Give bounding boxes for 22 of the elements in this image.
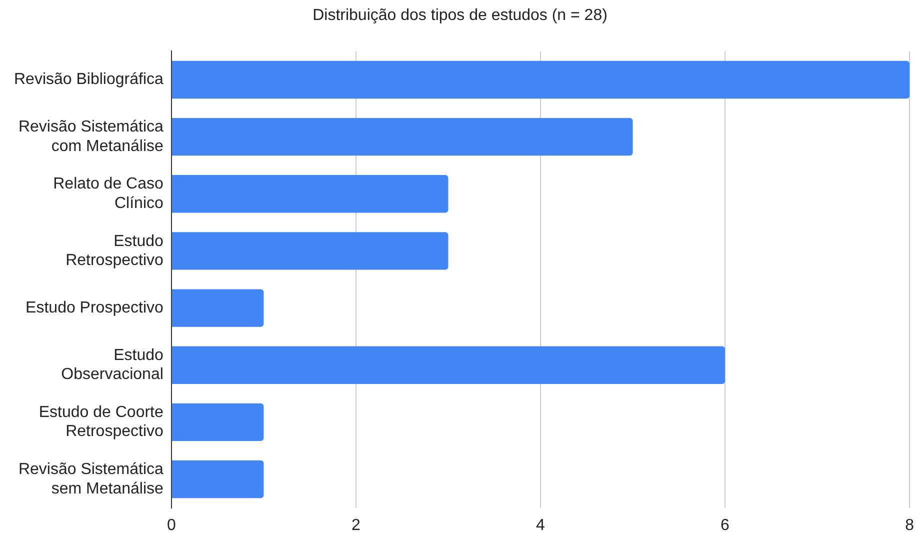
y-tick-label: Revisão Bibliográfica bbox=[14, 71, 164, 88]
bar bbox=[172, 460, 264, 498]
y-tick-label: Estudo Observacional bbox=[61, 346, 164, 384]
x-tick-label: 6 bbox=[720, 516, 730, 534]
chart-title: Distribuição dos tipos de estudos (n = 28) bbox=[312, 7, 608, 24]
y-tick-label: Revisão Sistemática com Metanálise bbox=[18, 118, 164, 155]
bar bbox=[172, 232, 448, 270]
y-tick-label: Estudo Retrospectivo bbox=[66, 232, 164, 269]
bar bbox=[172, 175, 448, 213]
y-tick-label: Estudo Prospectivo bbox=[26, 299, 164, 316]
bar bbox=[172, 346, 726, 384]
x-tick-label: 0 bbox=[166, 516, 176, 534]
x-tick-label: 8 bbox=[905, 516, 914, 534]
y-tick-label: Relato de Caso Clínico bbox=[53, 176, 164, 212]
bar bbox=[172, 118, 633, 156]
x-tick-label: 2 bbox=[351, 516, 360, 534]
y-tick-label: Revisão Sistemática sem Metanálise bbox=[18, 461, 164, 498]
bar bbox=[172, 289, 264, 327]
x-tick-label: 4 bbox=[536, 516, 546, 534]
bar bbox=[172, 403, 264, 442]
bar bbox=[172, 60, 910, 99]
y-tick-label: Estudo de Coorte Retrospectivo bbox=[38, 404, 164, 440]
